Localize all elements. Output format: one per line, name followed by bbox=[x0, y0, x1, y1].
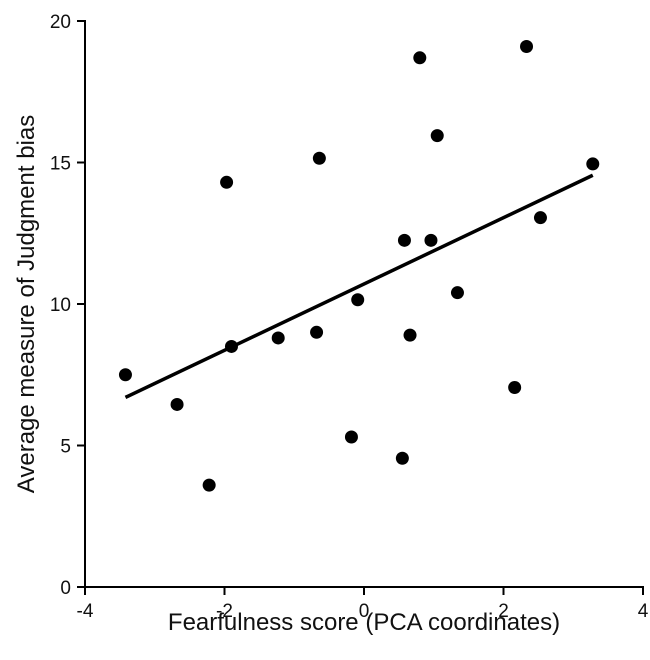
data-point bbox=[395, 451, 409, 465]
y-tick-label: 0 bbox=[60, 578, 71, 599]
x-tick-label: 4 bbox=[638, 601, 649, 622]
data-point bbox=[424, 233, 438, 247]
data-point bbox=[170, 397, 184, 411]
data-point bbox=[310, 325, 324, 339]
data-point bbox=[397, 233, 411, 247]
data-point bbox=[118, 368, 132, 382]
ticks: 0 5 10 15 20 -4 -2 0 2 4 bbox=[50, 12, 649, 622]
x-axis-title: Fearfulness score (PCA coordinates) bbox=[168, 609, 560, 636]
data-point bbox=[312, 151, 326, 165]
data-point bbox=[202, 478, 216, 492]
data-point bbox=[508, 380, 522, 394]
data-point bbox=[344, 430, 358, 444]
data-point bbox=[224, 339, 238, 353]
data-point bbox=[403, 328, 417, 342]
data-point bbox=[271, 331, 285, 345]
x-tick-label: 0 bbox=[359, 601, 370, 622]
y-tick-label: 15 bbox=[50, 154, 71, 175]
trend-line bbox=[124, 173, 594, 399]
axes bbox=[84, 20, 644, 588]
data-point bbox=[413, 51, 427, 65]
data-point bbox=[351, 293, 365, 307]
data-point bbox=[220, 175, 234, 189]
x-tick-label: 2 bbox=[498, 601, 509, 622]
data-point bbox=[520, 39, 534, 53]
y-tick-label: 10 bbox=[50, 295, 71, 316]
x-tick-label: -4 bbox=[77, 601, 94, 622]
x-tick-label: -2 bbox=[216, 601, 233, 622]
data-point bbox=[586, 157, 600, 171]
data-point bbox=[430, 129, 444, 143]
data-point bbox=[450, 286, 464, 300]
y-tick-label: 20 bbox=[50, 12, 71, 33]
y-tick-label: 5 bbox=[60, 437, 71, 458]
data-point bbox=[533, 211, 547, 225]
y-axis-title: Average measure of Judgment bias bbox=[13, 115, 40, 493]
data-points bbox=[118, 39, 600, 492]
